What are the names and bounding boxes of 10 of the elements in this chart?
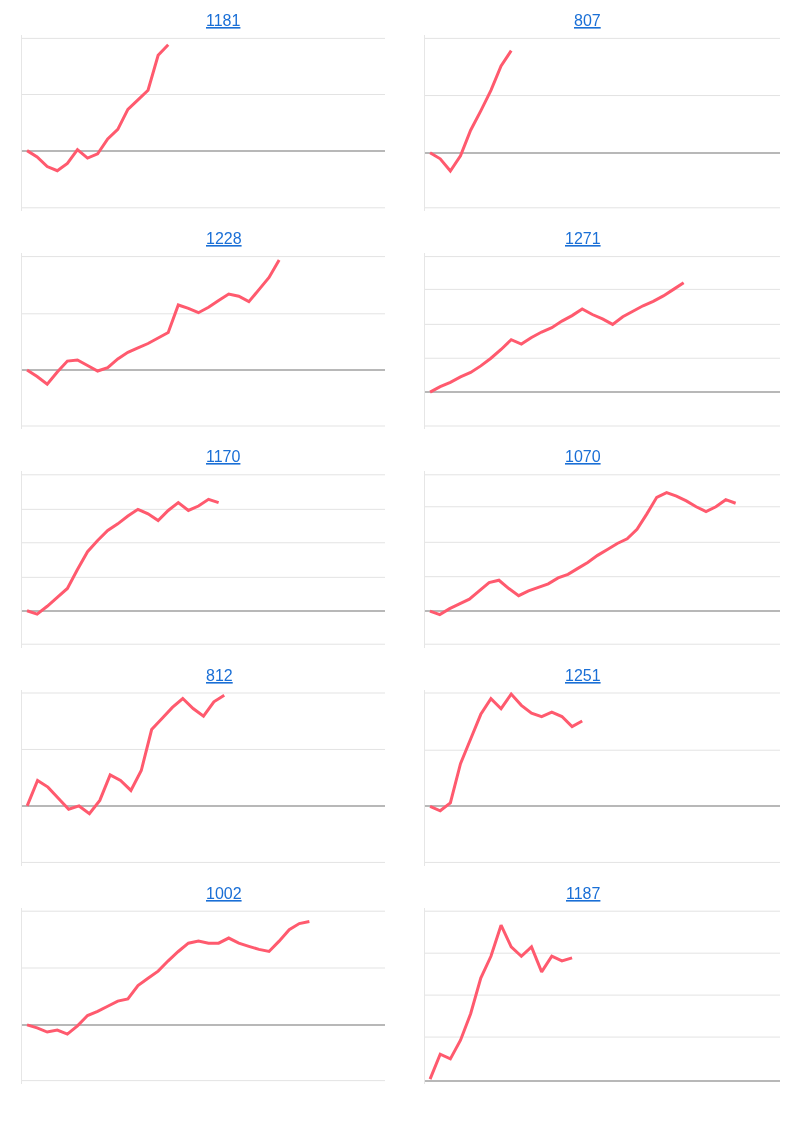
chart-title: 1070 xyxy=(565,448,601,465)
chart-title: 1271 xyxy=(565,230,601,247)
chart-title: 1228 xyxy=(206,230,242,247)
chart-title: 807 xyxy=(574,12,601,29)
chart-title: 1181 xyxy=(206,12,241,29)
chart-title: 1170 xyxy=(206,448,241,465)
chart-title: 1002 xyxy=(206,885,242,902)
chart-title: 1187 xyxy=(566,885,601,902)
chart-title: 1251 xyxy=(565,667,601,684)
chart-title: 812 xyxy=(206,667,233,684)
